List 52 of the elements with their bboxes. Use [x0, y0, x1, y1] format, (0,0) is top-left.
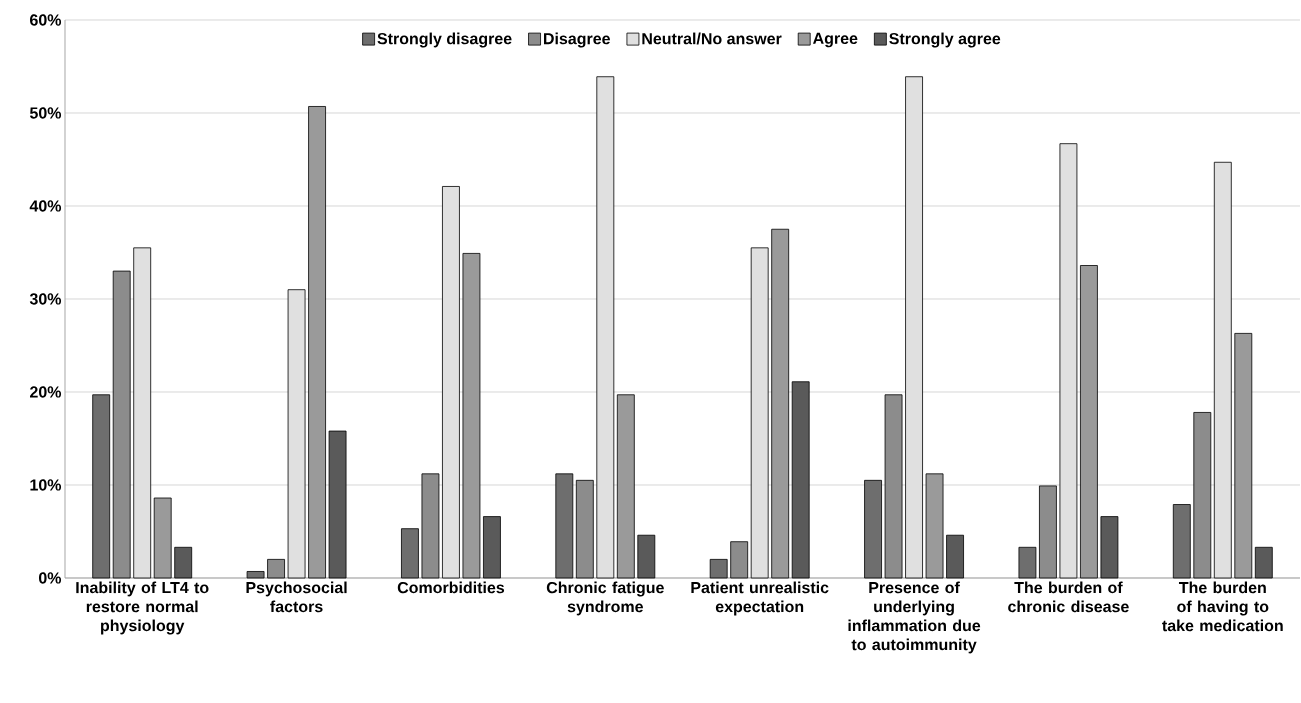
bar — [174, 546, 193, 579]
y-tick-label: 0% — [38, 572, 62, 584]
bar — [287, 289, 306, 579]
bar — [709, 558, 728, 579]
bar — [112, 270, 131, 579]
bar — [750, 247, 769, 579]
x-tick-label: The burden of having to take medication — [1162, 581, 1283, 632]
bar — [133, 247, 152, 579]
legend-label: Neutral/No answer — [642, 32, 782, 45]
bar — [1193, 412, 1212, 579]
y-tick-label: 30% — [29, 293, 62, 305]
y-tick-label: 40% — [29, 200, 62, 212]
bar — [1172, 504, 1191, 579]
y-tick-label: 50% — [29, 107, 62, 119]
legend-label: Strongly agree — [889, 32, 1001, 48]
bar — [1213, 161, 1232, 579]
x-tick-label: Comorbidities — [397, 581, 505, 594]
bar — [1039, 485, 1057, 579]
bar — [730, 541, 749, 579]
bar — [791, 381, 810, 579]
y-tick-label: 10% — [30, 479, 62, 491]
bar — [267, 558, 285, 579]
bar — [92, 394, 111, 579]
bar — [555, 473, 574, 579]
bar — [246, 571, 265, 579]
x-tick-label: Patient unrealistic expectation — [691, 581, 829, 616]
bar — [421, 473, 440, 579]
bar — [637, 534, 656, 579]
bar — [1059, 143, 1078, 579]
bar — [864, 479, 882, 579]
legend-label: Disagree — [544, 32, 610, 48]
bar — [1018, 546, 1037, 579]
bar — [575, 479, 594, 579]
bar — [401, 528, 419, 579]
legend-label: Agree — [813, 32, 858, 48]
bar — [946, 534, 964, 579]
y-tick-label: 60% — [30, 14, 62, 26]
x-tick-label: Chronic fatigue syndrome — [546, 581, 664, 616]
bar — [442, 186, 460, 579]
bar — [1254, 546, 1273, 579]
bar — [905, 76, 923, 579]
legend-label: Strongly disagree — [377, 32, 512, 48]
x-tick-label: Psychosocial factors — [246, 581, 347, 613]
bar — [596, 76, 615, 579]
bar — [483, 516, 501, 579]
bar — [1100, 516, 1119, 579]
x-tick-label: Presence of underlying inflammation due to autoimmunity — [848, 581, 981, 654]
bar — [884, 394, 903, 579]
y-tick-label: 20% — [30, 386, 62, 398]
x-tick-label: Inability of LT4 to restore normal physiology — [76, 581, 209, 635]
x-tick-label: The burden of chronic disease — [1008, 581, 1129, 613]
bar — [328, 430, 347, 579]
